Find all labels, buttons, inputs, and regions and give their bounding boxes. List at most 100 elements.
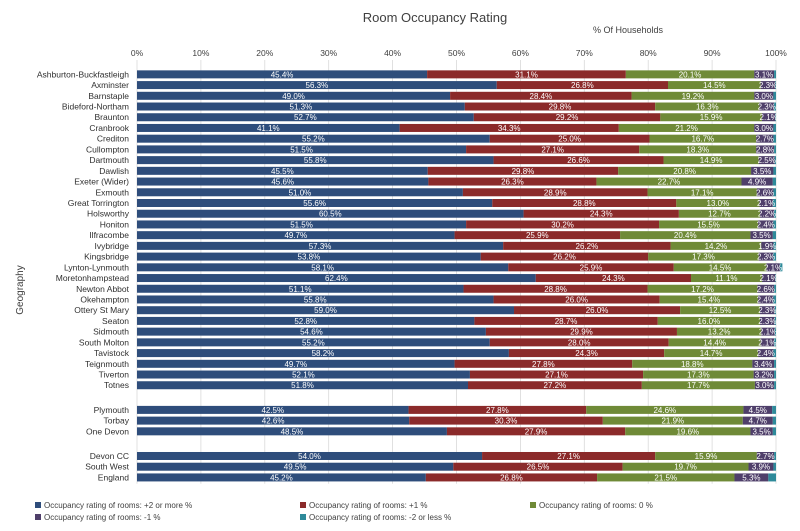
bar-segment — [760, 338, 775, 347]
data-label: 15.5% — [697, 220, 720, 229]
bar-segment — [466, 145, 640, 154]
x-tick-label: 70% — [576, 48, 593, 58]
bar-segment — [774, 70, 776, 79]
data-label: 14.5% — [703, 81, 726, 90]
category-label: Honiton — [100, 219, 130, 229]
bar-segment — [774, 145, 776, 154]
data-label: 2.6% — [757, 285, 775, 294]
bar-segment — [668, 81, 761, 90]
data-label: 49.7% — [284, 360, 307, 369]
bar-segment — [759, 102, 775, 111]
bar-segment — [673, 263, 767, 272]
data-label: 14.5% — [709, 263, 732, 272]
bar-segment — [773, 134, 776, 143]
data-label: 15.4% — [698, 295, 721, 304]
y-axis-label: Geography — [15, 265, 26, 314]
bar-segment — [639, 145, 757, 154]
bar-segment — [774, 156, 776, 165]
bar-segment — [758, 349, 774, 358]
data-label: 2.4% — [757, 220, 775, 229]
bar-segment — [773, 188, 776, 197]
data-label: 45.2% — [270, 473, 293, 482]
data-label: 20.4% — [674, 231, 697, 240]
legend-label: Occupancy rating of rooms: -1 % — [44, 513, 161, 522]
data-label: 17.2% — [691, 285, 714, 294]
legend: Occupancy rating of rooms: +2 or more % O… — [35, 501, 653, 522]
bar-segment — [641, 381, 755, 390]
data-label: 3.0% — [755, 124, 773, 133]
data-label: 28.7% — [555, 317, 578, 326]
data-label: 28.8% — [573, 199, 596, 208]
category-label: Kingsbridge — [84, 252, 129, 262]
x-axis-ticks: 0% 10% 20% 30% 40% 50% 60% 70% 80% 90% 100% — [131, 48, 787, 58]
bar-segment — [754, 91, 774, 100]
data-label: 2.1% — [764, 263, 782, 272]
bar-segment — [508, 349, 665, 358]
data-label: 28.4% — [530, 92, 553, 101]
data-label: 27.2% — [544, 381, 567, 390]
data-label: 59.0% — [314, 306, 337, 315]
bar-segment — [754, 123, 774, 132]
bar-segment — [137, 177, 429, 186]
bar-segment — [137, 231, 455, 240]
data-label: 49.7% — [284, 231, 307, 240]
bar-segment — [597, 473, 735, 482]
data-label: 2.1% — [758, 338, 776, 347]
data-label: 2.4% — [757, 349, 775, 358]
data-label: 25.0% — [558, 135, 581, 144]
data-label: 2.5% — [758, 156, 776, 165]
bar-segment — [775, 81, 776, 90]
bar-segment — [489, 134, 650, 143]
data-label: 21.2% — [675, 124, 698, 133]
value-labels: 45.4% 31.1% 20.1% 3.1% 56.3% 26.8% 14.5% 2.3% 49… — [257, 70, 782, 482]
bar-segment — [596, 177, 742, 186]
bar-segment — [750, 231, 773, 240]
bar-segment — [496, 81, 669, 90]
category-label: Ivybridge — [95, 241, 130, 251]
bar-segment — [137, 306, 515, 315]
bar-segment — [773, 241, 776, 250]
bar-segment — [774, 381, 776, 390]
bar-segment — [773, 166, 776, 175]
bar-segment — [625, 427, 751, 436]
bar-segment — [774, 316, 776, 325]
data-label: 3.0% — [755, 381, 773, 390]
category-label: Cullompton — [86, 144, 129, 154]
data-label: 54.0% — [298, 452, 321, 461]
bar-segment — [649, 134, 757, 143]
legend-label: Occupancy rating of rooms: +2 or more % — [44, 501, 192, 510]
data-label: 13.0% — [707, 199, 730, 208]
bar-segment — [676, 199, 760, 207]
data-label: 2.3% — [758, 103, 776, 112]
data-label: 5.3% — [742, 473, 760, 482]
bar-segment — [773, 349, 776, 358]
data-label: 2.7% — [756, 135, 774, 144]
data-label: 3.1% — [755, 70, 773, 79]
bar-segment — [773, 252, 776, 261]
bar-series — [137, 70, 783, 482]
legend-label: Occupancy rating of rooms: 0 % — [539, 501, 653, 510]
bar-segment — [659, 295, 759, 304]
data-label: 4.5% — [749, 406, 767, 415]
bar-segment — [137, 316, 475, 325]
bar-segment — [648, 252, 759, 261]
data-label: 26.2% — [553, 253, 576, 262]
bar-segment — [734, 473, 769, 482]
bar-segment — [453, 462, 623, 471]
data-label: 49.5% — [284, 463, 307, 472]
bar-segment — [137, 416, 410, 425]
bar-segment — [655, 451, 757, 460]
data-label: 27.9% — [525, 427, 548, 436]
data-label: 2.3% — [758, 317, 776, 326]
bar-segment — [691, 274, 762, 283]
category-label: Barnstaple — [88, 91, 129, 101]
category-label: Plymouth — [94, 405, 130, 415]
bar-segment — [137, 91, 451, 100]
bar-segment — [625, 70, 755, 79]
data-label: 26.5% — [527, 463, 550, 472]
bar-segment — [668, 338, 761, 347]
data-label: 11.1% — [715, 274, 737, 283]
bar-segment — [768, 473, 776, 482]
data-label: 52.7% — [294, 113, 317, 122]
